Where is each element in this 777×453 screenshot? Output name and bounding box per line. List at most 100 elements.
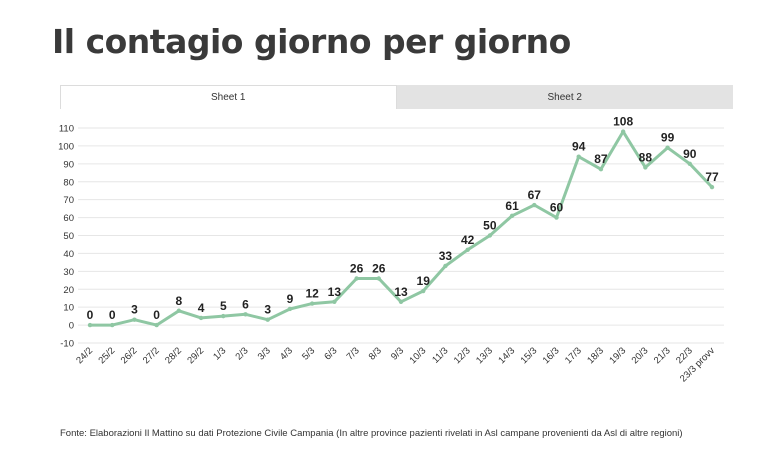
data-point xyxy=(687,161,692,167)
y-tick-label: 20 xyxy=(63,285,74,296)
data-point xyxy=(554,215,559,220)
data-point xyxy=(154,322,159,328)
x-tick-label: 6/3 xyxy=(322,345,339,362)
data-label: 42 xyxy=(461,233,475,247)
data-label: 50 xyxy=(483,219,497,233)
data-point xyxy=(487,233,493,238)
y-tick-label: -10 xyxy=(60,339,74,350)
data-point xyxy=(132,317,137,322)
data-label: 33 xyxy=(439,249,453,263)
page-title: Il contagio giorno per giorno xyxy=(52,22,571,61)
data-point xyxy=(398,299,404,304)
data-point xyxy=(243,312,248,317)
data-label: 4 xyxy=(198,301,205,315)
data-point xyxy=(421,288,426,294)
y-tick-label: 40 xyxy=(63,249,74,260)
data-label: 26 xyxy=(350,262,364,276)
x-tick-label: 8/3 xyxy=(367,345,384,362)
y-tick-label: 50 xyxy=(63,231,74,242)
x-tick-label: 26/2 xyxy=(119,345,140,366)
data-point xyxy=(620,129,626,134)
data-point xyxy=(665,145,670,150)
data-label: 90 xyxy=(683,147,697,161)
x-tick-label: 20/3 xyxy=(630,345,651,366)
data-label: 12 xyxy=(305,287,319,301)
x-tick-label: 2/3 xyxy=(233,345,250,362)
x-tick-label: 17/3 xyxy=(563,345,584,366)
data-label: 26 xyxy=(372,262,386,276)
x-tick-label: 7/3 xyxy=(345,345,362,362)
y-tick-label: 110 xyxy=(59,124,74,135)
data-label: 19 xyxy=(417,274,431,288)
data-point xyxy=(176,308,182,313)
data-point xyxy=(443,263,448,269)
data-label: 94 xyxy=(572,140,586,154)
data-label: 0 xyxy=(153,308,160,322)
data-point xyxy=(332,299,337,304)
data-point xyxy=(576,154,581,159)
x-tick-label: 5/3 xyxy=(300,345,317,362)
y-tick-label: 0 xyxy=(69,321,74,332)
x-tick-label: 15/3 xyxy=(519,345,540,366)
x-tick-label: 21/3 xyxy=(652,345,673,366)
data-point xyxy=(532,202,537,208)
data-label: 77 xyxy=(705,170,719,184)
x-tick-label: 16/3 xyxy=(541,345,562,366)
data-label: 87 xyxy=(594,152,608,166)
x-tick-label: 24/2 xyxy=(74,345,95,366)
data-point xyxy=(265,317,270,322)
x-tick-label: 1/3 xyxy=(211,345,228,362)
x-tick-label: 29/2 xyxy=(185,345,206,366)
x-tick-label: 18/3 xyxy=(585,345,606,366)
data-point xyxy=(221,313,226,319)
data-label: 61 xyxy=(505,199,519,213)
source-note: Fonte: Elaborazioni Il Mattino su dati P… xyxy=(60,428,683,439)
data-point xyxy=(509,213,515,218)
data-label: 9 xyxy=(287,292,294,306)
y-tick-label: 10 xyxy=(63,303,74,314)
x-tick-label: 25/2 xyxy=(96,345,117,366)
x-tick-label: 19/3 xyxy=(607,345,628,366)
y-tick-label: 30 xyxy=(63,267,74,278)
data-point xyxy=(110,322,115,328)
data-label: 67 xyxy=(528,188,542,202)
data-label: 108 xyxy=(613,115,633,129)
data-label: 99 xyxy=(661,131,675,145)
data-point xyxy=(287,306,293,312)
data-label: 0 xyxy=(87,308,94,322)
sheet-tabs: Sheet 1 Sheet 2 xyxy=(60,85,733,109)
data-label: 88 xyxy=(639,150,653,164)
data-label: 3 xyxy=(264,303,271,317)
x-tick-label: 14/3 xyxy=(496,345,517,366)
data-point xyxy=(643,165,648,170)
data-point xyxy=(376,276,381,281)
x-tick-label: 28/2 xyxy=(163,345,184,366)
data-label: 13 xyxy=(328,285,342,299)
y-tick-label: 80 xyxy=(63,177,74,188)
data-label: 13 xyxy=(394,285,408,299)
x-tick-label: 27/2 xyxy=(141,345,162,366)
y-tick-label: 100 xyxy=(58,141,74,152)
data-point xyxy=(709,184,715,190)
x-tick-label: 9/3 xyxy=(389,345,406,362)
data-label: 8 xyxy=(176,294,183,308)
data-label: 60 xyxy=(550,201,564,215)
y-tick-label: 90 xyxy=(63,159,74,170)
data-label: 6 xyxy=(242,297,249,311)
tab-sheet-1[interactable]: Sheet 1 xyxy=(60,85,397,109)
data-point xyxy=(598,167,604,172)
data-point xyxy=(309,301,315,306)
x-tick-label: 13/3 xyxy=(474,345,495,366)
tab-sheet-2[interactable]: Sheet 2 xyxy=(396,85,733,109)
data-point xyxy=(198,315,204,321)
data-point xyxy=(465,247,470,253)
data-point xyxy=(354,276,359,281)
data-label: 5 xyxy=(220,299,227,313)
x-tick-label: 12/3 xyxy=(452,345,473,366)
data-point xyxy=(87,322,93,328)
x-tick-label: 4/3 xyxy=(278,345,295,362)
y-tick-label: 60 xyxy=(63,213,74,224)
data-label: 3 xyxy=(131,303,138,317)
x-tick-label: 10/3 xyxy=(407,345,428,366)
